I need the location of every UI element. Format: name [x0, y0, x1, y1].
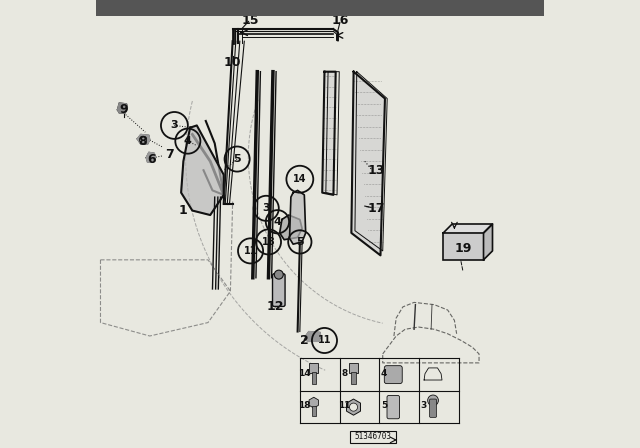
Text: 18: 18: [298, 401, 311, 410]
FancyBboxPatch shape: [312, 371, 316, 384]
Text: 6: 6: [148, 152, 156, 166]
Text: 8: 8: [341, 369, 348, 378]
Text: 5: 5: [234, 154, 241, 164]
Text: 8: 8: [139, 134, 147, 148]
Text: 4: 4: [184, 136, 192, 146]
Polygon shape: [443, 224, 493, 233]
Text: 17: 17: [367, 202, 385, 215]
Text: 3: 3: [262, 203, 270, 213]
Text: 18: 18: [262, 237, 275, 247]
FancyBboxPatch shape: [349, 362, 358, 373]
Text: 16: 16: [332, 13, 349, 27]
Text: 5: 5: [296, 237, 303, 247]
Text: 19: 19: [454, 242, 472, 255]
FancyBboxPatch shape: [96, 0, 544, 16]
Polygon shape: [306, 332, 321, 341]
FancyBboxPatch shape: [429, 399, 436, 418]
Text: 9: 9: [120, 103, 128, 116]
Text: 12: 12: [266, 300, 284, 314]
Text: 4: 4: [381, 369, 387, 378]
FancyBboxPatch shape: [351, 371, 356, 384]
Polygon shape: [289, 190, 306, 244]
Polygon shape: [323, 72, 336, 195]
Polygon shape: [146, 152, 156, 162]
Text: 14: 14: [298, 369, 311, 378]
Text: 51346703: 51346703: [355, 432, 392, 441]
Circle shape: [275, 270, 284, 279]
Circle shape: [349, 403, 358, 411]
FancyBboxPatch shape: [443, 233, 484, 260]
Text: 3: 3: [171, 121, 178, 130]
Text: 14: 14: [293, 174, 307, 184]
Polygon shape: [118, 103, 127, 113]
Text: 4: 4: [273, 217, 282, 227]
Text: 7: 7: [166, 148, 174, 161]
Text: 11: 11: [244, 246, 257, 256]
Text: 3: 3: [420, 401, 427, 410]
FancyBboxPatch shape: [312, 406, 316, 416]
Text: 15: 15: [242, 13, 259, 27]
Text: 1: 1: [179, 204, 188, 217]
FancyBboxPatch shape: [309, 362, 318, 373]
Text: 13: 13: [367, 164, 385, 177]
Text: 11: 11: [317, 336, 332, 345]
FancyBboxPatch shape: [387, 396, 399, 419]
Polygon shape: [137, 134, 150, 144]
FancyBboxPatch shape: [273, 274, 285, 306]
Polygon shape: [351, 72, 385, 255]
Text: 10: 10: [224, 56, 241, 69]
Polygon shape: [280, 215, 302, 240]
Text: 2: 2: [300, 334, 308, 347]
Polygon shape: [181, 125, 224, 215]
Circle shape: [428, 395, 438, 406]
Text: 11: 11: [338, 401, 351, 410]
FancyBboxPatch shape: [384, 366, 402, 383]
Text: 5: 5: [381, 401, 387, 410]
Polygon shape: [484, 224, 493, 260]
